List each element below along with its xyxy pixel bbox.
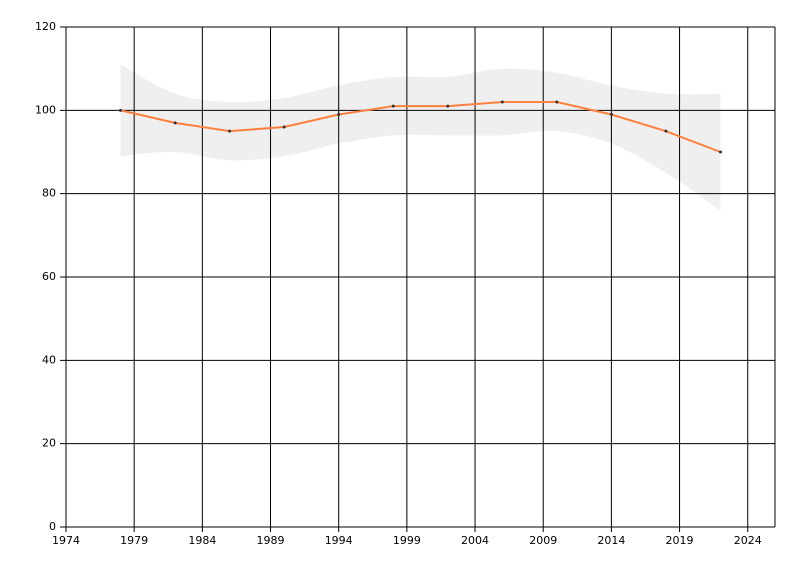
data-point (555, 100, 559, 104)
y-tick-label: 60 (42, 270, 56, 283)
data-point (282, 125, 286, 129)
data-point (391, 104, 395, 108)
data-point (337, 113, 341, 116)
x-tick-label: 1999 (393, 534, 421, 547)
data-point (173, 121, 177, 125)
confidence-band (120, 64, 721, 211)
x-tick-label: 1994 (325, 534, 353, 547)
x-tick-label: 2014 (597, 534, 625, 547)
y-tick-label: 100 (35, 103, 56, 116)
data-point (664, 129, 668, 133)
data-line (120, 101, 721, 153)
data-point (718, 150, 722, 154)
x-tick-label: 1989 (257, 534, 285, 547)
x-tick-label: 2009 (529, 534, 557, 547)
x-tick-label: 1984 (188, 534, 216, 547)
data-point (609, 113, 613, 116)
x-tick-label: 2004 (461, 534, 489, 547)
y-tick-label: 0 (49, 520, 56, 533)
data-point (119, 108, 123, 112)
data-point (228, 129, 232, 133)
x-tick-label: 1979 (120, 534, 148, 547)
data-point (500, 100, 504, 104)
x-tick-label: 2019 (666, 534, 694, 547)
y-tick-label: 120 (35, 20, 56, 33)
y-tick-label: 80 (42, 187, 56, 200)
x-tick-label: 1974 (52, 534, 80, 547)
data-point (446, 104, 450, 108)
y-tick-label: 40 (42, 353, 56, 366)
x-tick-label: 2024 (734, 534, 762, 547)
y-tick-label: 20 (42, 437, 56, 450)
